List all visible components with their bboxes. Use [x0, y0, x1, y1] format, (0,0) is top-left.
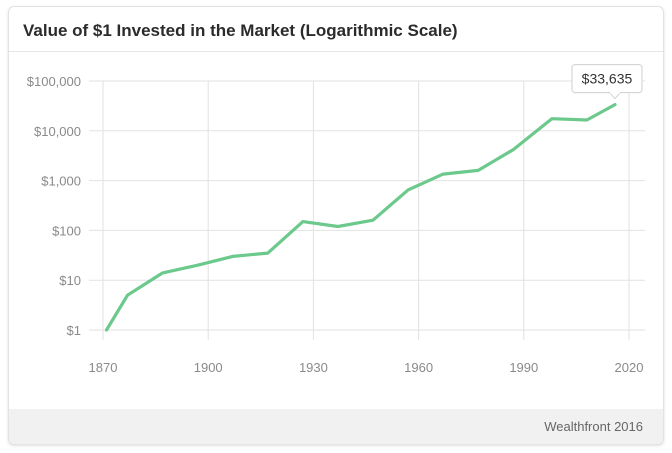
y-tick-label: $10,000 — [34, 124, 81, 139]
y-tick-label: $100,000 — [27, 74, 81, 89]
chart-svg: $1 $10 $100 $1,000 $10,000 $100,000 1870 1900 19… — [27, 64, 645, 375]
x-tick-label: 1960 — [404, 360, 433, 375]
y-tick-label: $10 — [59, 273, 81, 288]
series-line — [104, 102, 617, 332]
chart-card: Value of $1 Invested in the Market (Loga… — [8, 6, 664, 445]
y-tick-label: $1 — [67, 323, 81, 338]
annotation-pointer — [608, 91, 622, 100]
y-tick-label: $1,000 — [41, 174, 81, 189]
chart-title: Value of $1 Invested in the Market (Loga… — [23, 21, 458, 40]
annotation-label: $33,635 — [582, 71, 633, 87]
x-tick-label: 1900 — [194, 360, 223, 375]
title-divider — [9, 51, 663, 52]
y-tick-label: $100 — [52, 223, 81, 238]
x-tick-label: 1930 — [299, 360, 328, 375]
annotation-box — [571, 64, 643, 94]
x-tick-label: 2020 — [615, 360, 644, 375]
source-label: Wealthfront 2016 — [544, 419, 643, 434]
x-tick-label: 1990 — [509, 360, 538, 375]
x-tick-label: 1870 — [89, 360, 118, 375]
chart-footer: Wealthfront 2016 — [9, 409, 663, 444]
